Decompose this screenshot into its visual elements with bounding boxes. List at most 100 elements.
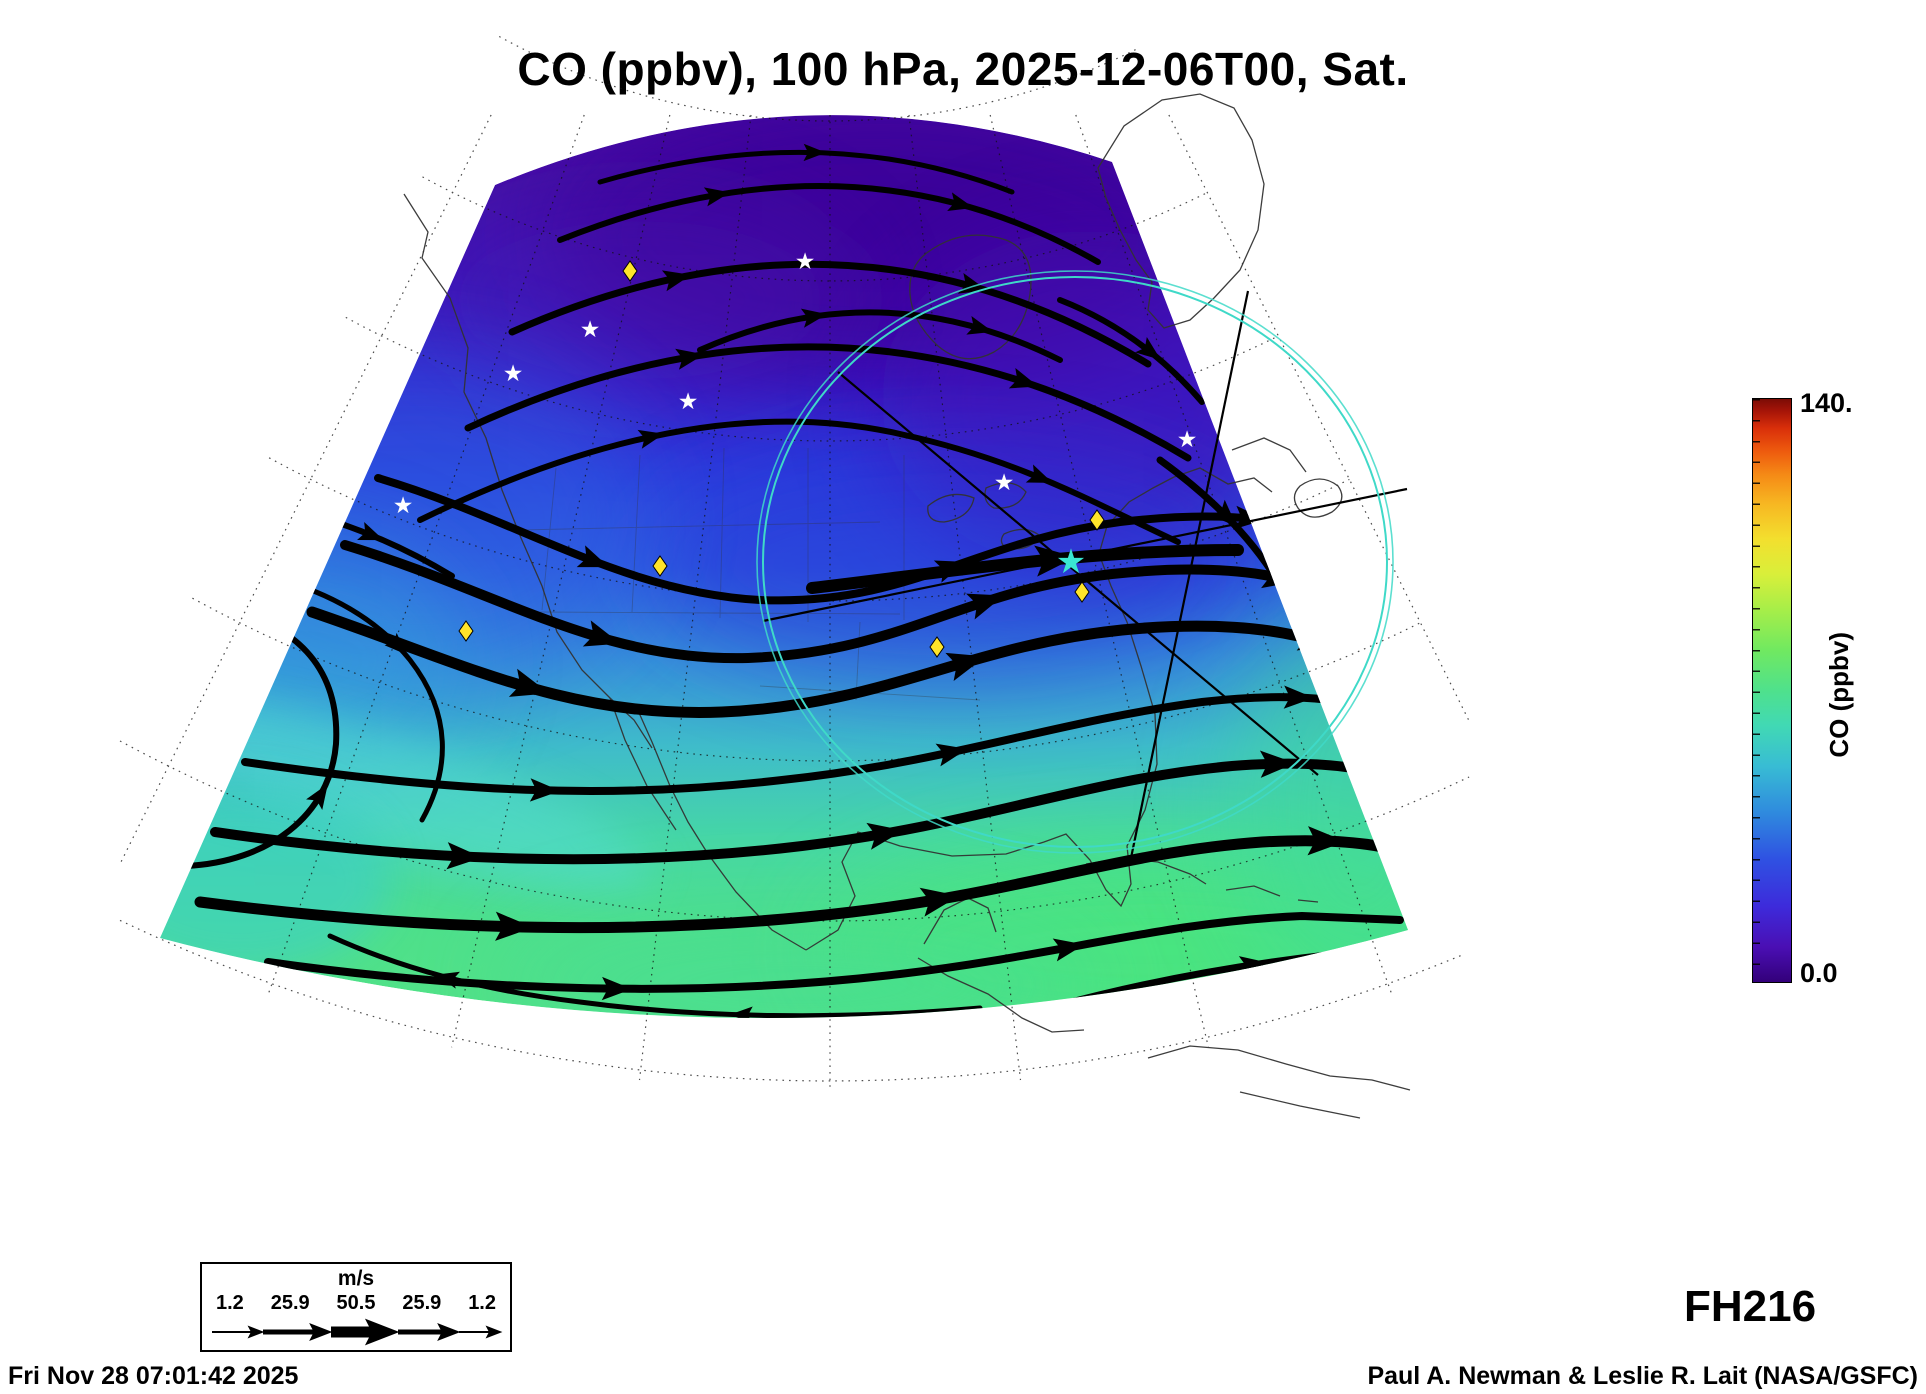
streamline-arrowhead-icon <box>935 743 968 767</box>
streamline-arrowhead-icon <box>306 783 328 811</box>
wind-streamline <box>340 540 1377 664</box>
legend-arrowhead-icon <box>437 1322 461 1342</box>
coastline-path <box>609 697 677 831</box>
streamline-arrowhead-icon <box>966 316 993 335</box>
legend-arrowhead-icon <box>485 1325 503 1339</box>
legend-arrowhead-icon <box>247 1325 265 1339</box>
credit-line: Paul A. Newman & Leslie R. Lait (NASA/GS… <box>1367 1362 1918 1390</box>
colorbar-min-label: 0.0 <box>1800 958 1838 988</box>
station-diamond-icon <box>1074 581 1090 603</box>
coastline-path <box>984 482 1027 509</box>
streamline-arrowhead-icon <box>446 842 483 870</box>
streamline-arrowhead-icon <box>495 911 534 941</box>
station-diamond-icon <box>929 636 945 658</box>
streamline-arrowhead-icon <box>637 429 665 449</box>
location-star-icon: ★ <box>994 470 1015 496</box>
coastline-path <box>1293 478 1343 518</box>
wind-streamlines-layer <box>169 143 1408 1019</box>
wind-legend-arrow-scale <box>212 1318 503 1346</box>
streamline-arrowhead-icon <box>357 521 384 541</box>
wind-streamline <box>1057 297 1205 405</box>
coastline-path <box>1097 93 1265 329</box>
streamline-arrowhead-icon <box>1135 337 1161 360</box>
streamline-arrowhead-icon <box>529 778 561 802</box>
streamline-arrowhead-icon <box>803 143 826 162</box>
coastline-path <box>403 193 653 749</box>
coastline-path <box>1147 1045 1411 1119</box>
cross-section-line <box>1129 290 1250 859</box>
location-star-icon: ★ <box>678 389 699 415</box>
streamline-arrowhead-icon <box>384 632 407 655</box>
streamline-arrowhead-icon <box>1025 464 1053 483</box>
streamline-arrowhead-icon <box>508 668 550 697</box>
streamline-arrowhead-icon <box>601 976 632 1001</box>
streamline-arrowhead-icon <box>730 1006 753 1019</box>
coastline-path <box>1173 437 1307 493</box>
streamline-arrowhead-icon <box>1052 938 1085 962</box>
streamline-arrowhead-icon <box>966 593 1004 620</box>
station-diamond-icon <box>1089 509 1105 531</box>
range-circle <box>756 270 1394 854</box>
wind-streamline <box>417 418 1181 545</box>
coastline-path <box>909 234 1032 360</box>
wind-streamline <box>374 474 1364 605</box>
streamline-arrowhead-icon <box>436 971 460 989</box>
wind-legend-unit: m/s <box>337 1267 375 1290</box>
streamline-arrowhead-icon <box>703 187 731 207</box>
wind-legend-value: 50.5 <box>336 1292 376 1314</box>
wind-streamline <box>508 260 1152 368</box>
generation-timestamp: Fri Nov 28 07:01:42 2025 <box>8 1362 299 1390</box>
streamline-arrowhead-icon <box>675 348 705 370</box>
wind-streamline <box>306 606 1398 718</box>
cross-section-lines-layer <box>762 290 1408 859</box>
wind-legend-value: 1.2 <box>216 1292 244 1314</box>
location-star-icon: ★ <box>503 361 524 387</box>
wind-streamline <box>806 544 1244 594</box>
location-star-icon: ★ <box>795 249 816 275</box>
streamline-arrowhead-icon <box>661 270 692 292</box>
wind-streamline <box>697 309 1063 363</box>
coastline-path <box>927 493 975 523</box>
cross-section-line <box>762 487 1408 623</box>
wind-streamline <box>557 183 1101 265</box>
legend-arrowhead-icon <box>309 1322 333 1342</box>
colorbar-ticks <box>1753 399 1760 982</box>
location-star-icon: ★ <box>1177 427 1198 453</box>
streamline-arrowhead-icon <box>1008 368 1039 389</box>
streamline-arrowhead-icon <box>800 308 828 328</box>
wind-streamline <box>464 343 1192 462</box>
streamline-arrowhead-icon <box>262 619 289 642</box>
streamline-arrowhead-icon <box>1307 826 1346 856</box>
colorbar-max-label: 140. <box>1800 388 1853 418</box>
station-markers-layer <box>458 260 1105 658</box>
streamline-arrowhead-icon <box>933 560 967 583</box>
forecast-hour-label: FH216 <box>1684 1282 1817 1331</box>
location-star-icon: ★ <box>393 493 414 519</box>
wind-streamline <box>327 933 983 1019</box>
streamline-arrowhead-icon <box>1283 685 1314 709</box>
streamline-arrowhead-icon <box>947 192 974 212</box>
station-diamond-icon <box>652 555 668 577</box>
colorbar-axis-label: CO (ppbv) <box>1823 632 1854 758</box>
station-diamond-icon <box>458 620 474 642</box>
streamline-arrowhead-icon <box>919 887 960 917</box>
streamline-arrowhead-icon <box>582 620 621 647</box>
streamline-arrowhead-icon <box>576 545 609 568</box>
station-diamond-icon <box>622 260 638 282</box>
cross-section-line <box>837 371 1319 776</box>
streamline-arrowhead-icon <box>1259 750 1296 778</box>
location-stars-layer: ★ ★ ★ ★ ★ ★ ★ <box>393 249 1198 519</box>
wind-speed-legend: m/s 1.2 25.9 50.5 25.9 1.2 <box>200 1262 512 1352</box>
wind-legend-value: 25.9 <box>270 1292 310 1314</box>
range-center-star-icon: ★ <box>1056 542 1086 582</box>
wind-legend-value: 1.2 <box>468 1292 496 1314</box>
colorbar <box>1752 398 1792 983</box>
streamline-arrowhead-icon <box>1296 622 1337 651</box>
location-star-icon: ★ <box>580 317 601 343</box>
streamline-arrowhead-icon <box>1209 499 1237 527</box>
streamline-arrowhead-icon <box>945 652 986 682</box>
streamline-arrowhead-icon <box>866 822 904 850</box>
legend-arrowhead-icon <box>364 1318 400 1346</box>
